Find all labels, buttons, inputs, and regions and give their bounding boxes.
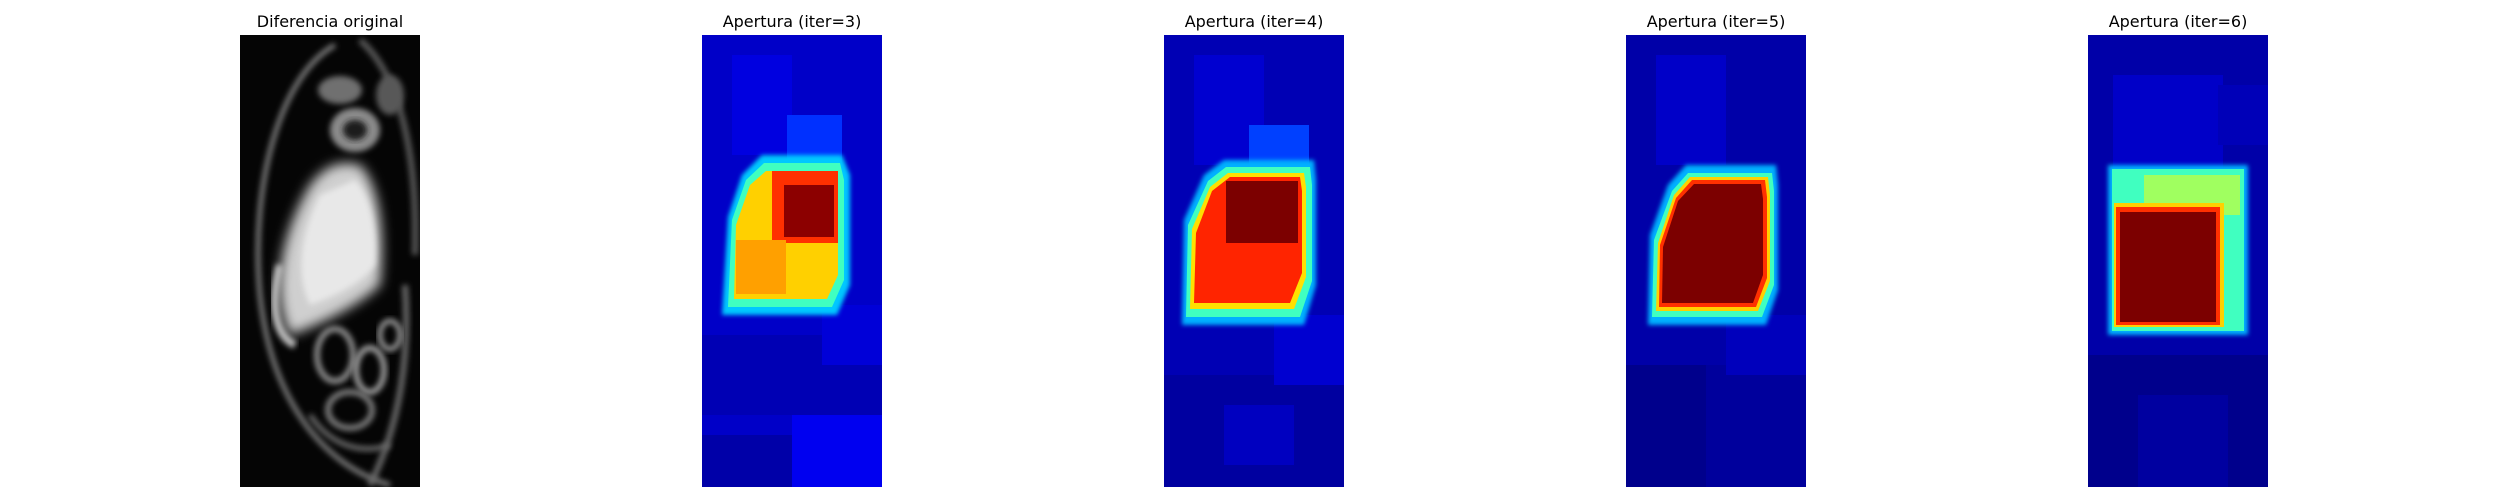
- jet-heatmap-iter-6: [2088, 35, 2268, 487]
- panel-title: Apertura (iter=4): [1184, 12, 1324, 31]
- panel-iter-4: Apertura (iter=4): [1164, 0, 1344, 500]
- panel-iter-6: Apertura (iter=6): [2088, 0, 2268, 500]
- panel-iter-3: Apertura (iter=3): [702, 0, 882, 500]
- jet-heatmap-iter-3: [702, 35, 882, 487]
- panel-title: Apertura (iter=6): [2108, 12, 2248, 31]
- panel-original: Diferencia original: [240, 0, 420, 500]
- grayscale-image: [240, 35, 420, 487]
- jet-heatmap-iter-4: [1164, 35, 1344, 487]
- panel-title: Apertura (iter=3): [722, 12, 862, 31]
- panel-iter-5: Apertura (iter=5): [1626, 0, 1806, 500]
- panel-title: Diferencia original: [256, 12, 404, 31]
- panel-title: Apertura (iter=5): [1646, 12, 1786, 31]
- jet-heatmap-iter-5: [1626, 35, 1806, 487]
